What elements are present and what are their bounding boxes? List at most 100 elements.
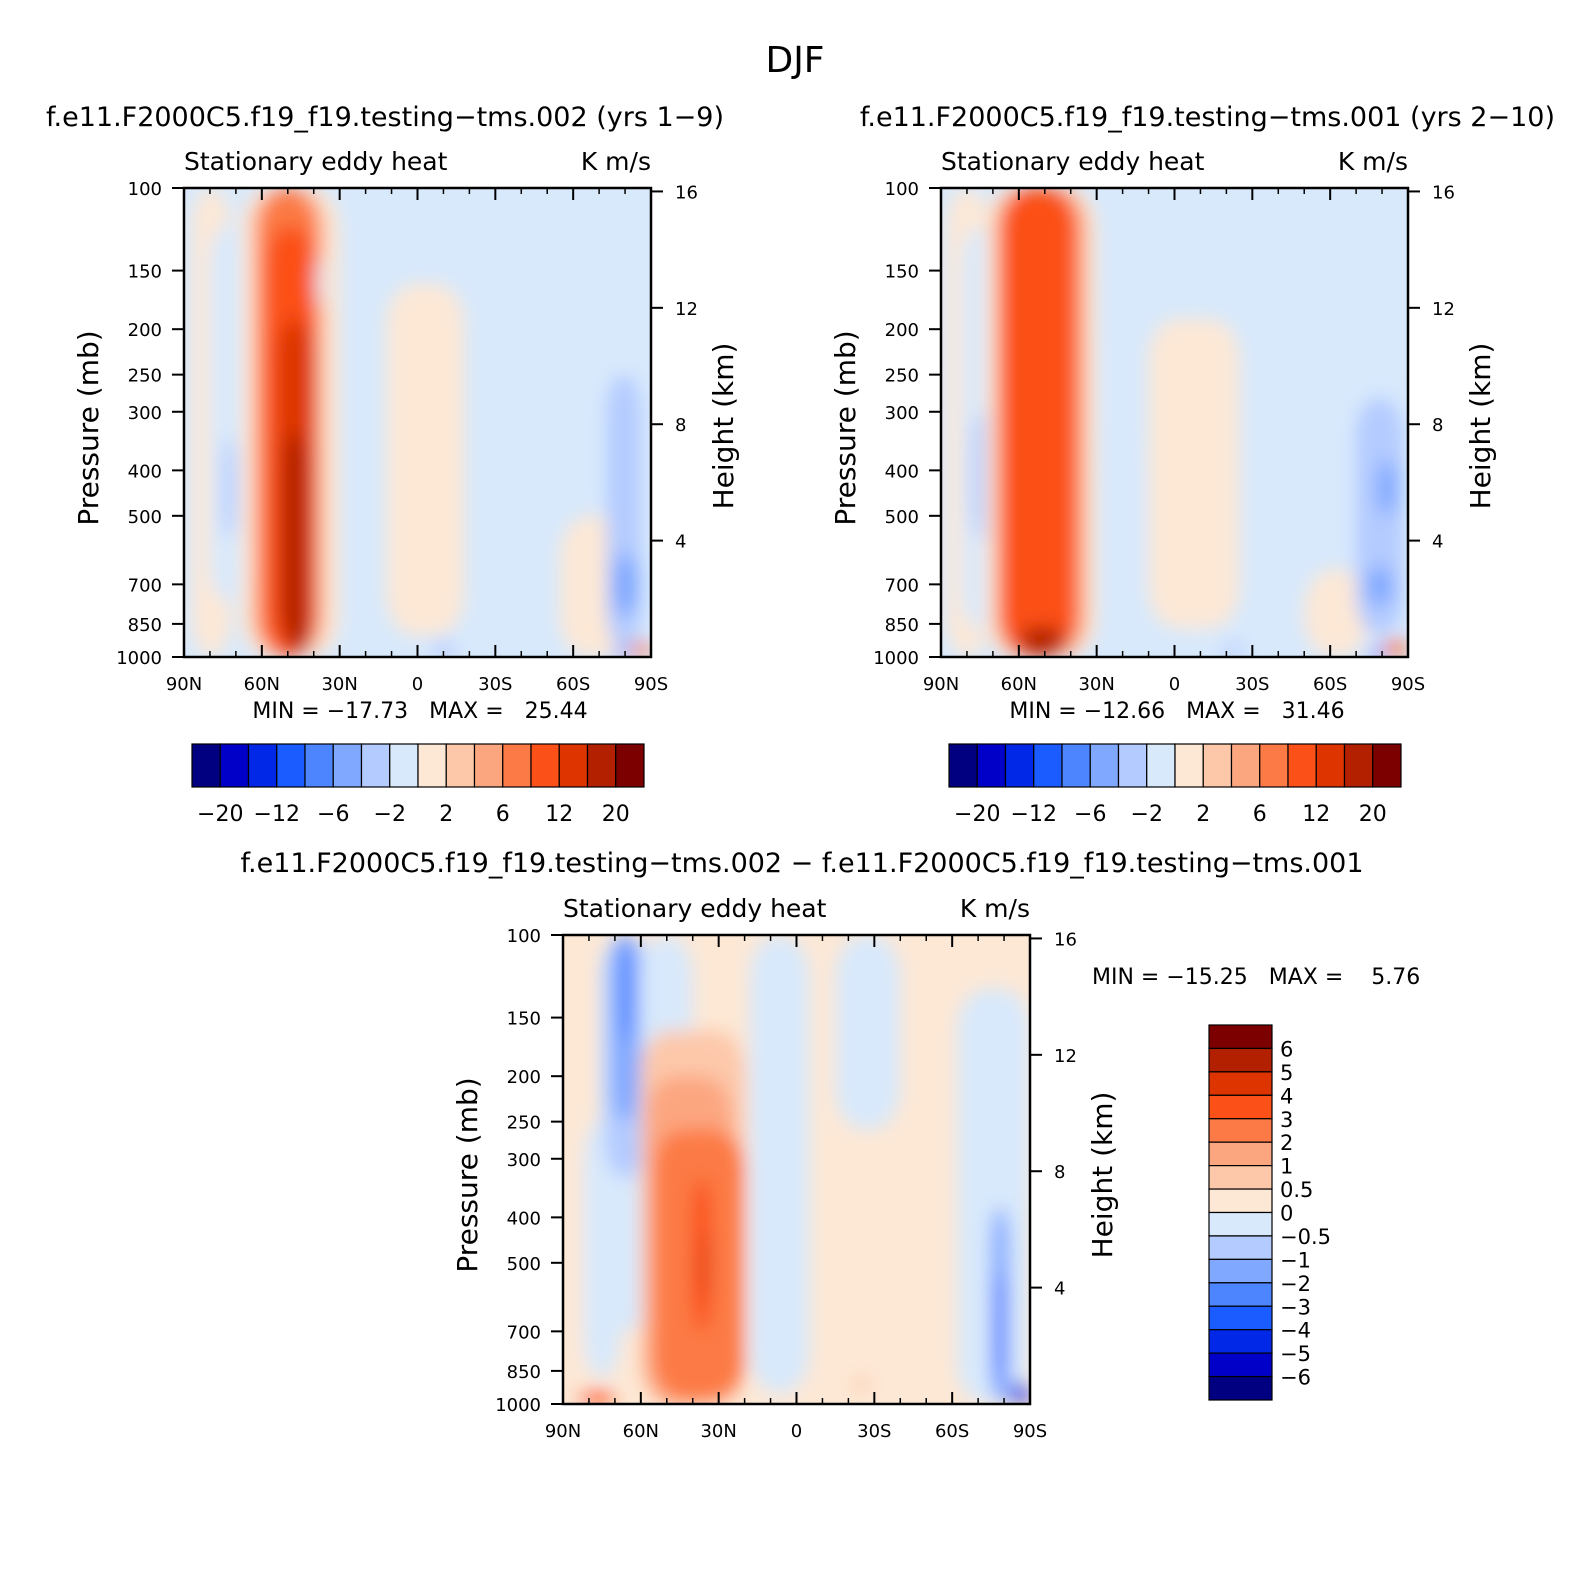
x-tick-label: 60N — [1001, 674, 1037, 695]
colorbar-label: −20 — [197, 802, 243, 827]
colorbar-box — [1174, 743, 1204, 788]
y-tick-label: 100 — [507, 926, 541, 947]
x-tick-label: 90N — [545, 1421, 581, 1442]
y-axis-label: Pressure (mb) — [451, 1077, 484, 1272]
colorbar-box — [417, 743, 447, 788]
y-tick-label: 250 — [507, 1113, 541, 1134]
x-tick-label: 90N — [923, 674, 959, 695]
colorbar-box — [1208, 1047, 1273, 1073]
x-tick-label: 90S — [1013, 1421, 1047, 1442]
contour-region — [957, 988, 1030, 1404]
contour-region — [1384, 640, 1408, 657]
y-tick-label: 200 — [128, 320, 162, 341]
plot-axes: 90N 60N 30N 0 30S 60S 90S 100 150 200 250 300 400 500… — [116, 179, 698, 695]
colorbar-label: −12 — [1011, 802, 1057, 827]
colorbar-label: −20 — [954, 802, 1000, 827]
y-tick-label: 1000 — [116, 648, 162, 669]
colorbar-label: 12 — [545, 802, 573, 827]
colorbar-box — [219, 743, 250, 788]
colorbar-label: 6 — [1253, 802, 1267, 827]
colorbar-label: 4 — [1280, 1084, 1293, 1108]
x-tick-label: 60S — [1313, 674, 1347, 695]
contour-region — [1109, 296, 1126, 471]
colorbar-box — [948, 743, 978, 788]
y-tick-label: 500 — [507, 1254, 541, 1275]
colorbar-box — [502, 743, 532, 788]
units-label: K m/s — [960, 894, 1030, 923]
colorbar-box — [191, 743, 221, 788]
units-label: K m/s — [1338, 147, 1408, 176]
colorbar-label: 3 — [1280, 1108, 1293, 1132]
colorbar-label: 2 — [439, 802, 453, 827]
y-tick-label: 400 — [507, 1208, 541, 1229]
plot-axes: 90N 60N 30N 0 30S 60S 90S 100 150 200 250 300 400 500… — [873, 179, 1455, 695]
colorbar-label: 2 — [1196, 802, 1210, 827]
colorbar-box — [1208, 1188, 1273, 1214]
y-tick-label: 1000 — [873, 648, 919, 669]
colorbar-box — [558, 743, 589, 788]
colorbar-box — [1146, 743, 1176, 788]
y-tick-label: 250 — [128, 366, 162, 387]
panel-diff: f.e11.F2000C5.f19_f19.testing−tms.002 − … — [240, 848, 1420, 1442]
colorbar-box — [1259, 743, 1289, 788]
x-tick-label: 0 — [1169, 674, 1180, 695]
x-tick-label: 30S — [857, 1421, 891, 1442]
y-tick-label: 700 — [128, 575, 162, 596]
contour-region — [700, 1232, 709, 1300]
contour-region — [1221, 644, 1245, 657]
y-tick-label: 400 — [885, 461, 919, 482]
contour-field — [563, 935, 1030, 1404]
y-tick-label: 300 — [885, 403, 919, 424]
contour-region — [1003, 188, 1074, 657]
colorbar-label: 5 — [1280, 1061, 1293, 1085]
colorbar-label: −0.5 — [1280, 1225, 1331, 1249]
colorbar-box — [1208, 1141, 1273, 1167]
contour-region — [630, 642, 651, 657]
contour-region — [1376, 459, 1398, 516]
colorbar-box — [1004, 743, 1035, 788]
height-tick-label: 4 — [1432, 532, 1443, 553]
y-tick-label: 700 — [507, 1322, 541, 1343]
y-tick-label: 400 — [128, 461, 162, 482]
x-tick-label: 60S — [556, 674, 590, 695]
y-tick-label: 150 — [128, 262, 162, 283]
colorbar-box — [276, 743, 306, 788]
colorbar-label: −2 — [1280, 1272, 1311, 1296]
colorbar-label: −2 — [374, 802, 406, 827]
y-tick-label: 850 — [128, 615, 162, 636]
colorbar-label: −3 — [1280, 1295, 1311, 1319]
colorbar-label: 1 — [1280, 1155, 1293, 1179]
contour-region — [461, 233, 478, 290]
colorbar-box — [1208, 1071, 1273, 1096]
x-tick-label: 30S — [1235, 674, 1269, 695]
height-tick-label: 12 — [675, 299, 698, 320]
contour-region — [1009, 1382, 1030, 1404]
colorbar-box — [530, 743, 560, 788]
contour-region — [563, 935, 584, 1404]
contour-region — [295, 611, 309, 655]
colorbar-box — [389, 743, 419, 788]
colorbar-label: −1 — [1280, 1248, 1311, 1272]
colorbar-box — [1208, 1094, 1273, 1120]
colorbar-box — [1315, 743, 1346, 788]
x-tick-label: 30N — [321, 674, 357, 695]
plot-axes: 90N 60N 30N 0 30S 60S 90S 100 150 200 250 300 400 500… — [495, 926, 1077, 1442]
contour-region — [1366, 566, 1393, 607]
colorbar-label: −12 — [254, 802, 300, 827]
x-tick-label: 60N — [623, 1421, 659, 1442]
panel-tms002: f.e11.F2000C5.f19_f19.testing−tms.002 (y… — [46, 102, 740, 827]
contour-region — [835, 935, 901, 1130]
contour-region — [1369, 648, 1385, 657]
colorbar-box — [1230, 743, 1261, 788]
contour-region — [1148, 318, 1240, 629]
colorbar-label: 20 — [602, 802, 630, 827]
colorbar-box — [1208, 1211, 1273, 1237]
height-tick-label: 8 — [675, 415, 686, 436]
x-tick-label: 30S — [478, 674, 512, 695]
colorbar-label: 6 — [1280, 1037, 1293, 1061]
colorbar-box — [1208, 1024, 1273, 1050]
y-tick-label: 300 — [507, 1150, 541, 1171]
colorbar-box — [360, 743, 391, 788]
contour-region — [209, 225, 244, 602]
